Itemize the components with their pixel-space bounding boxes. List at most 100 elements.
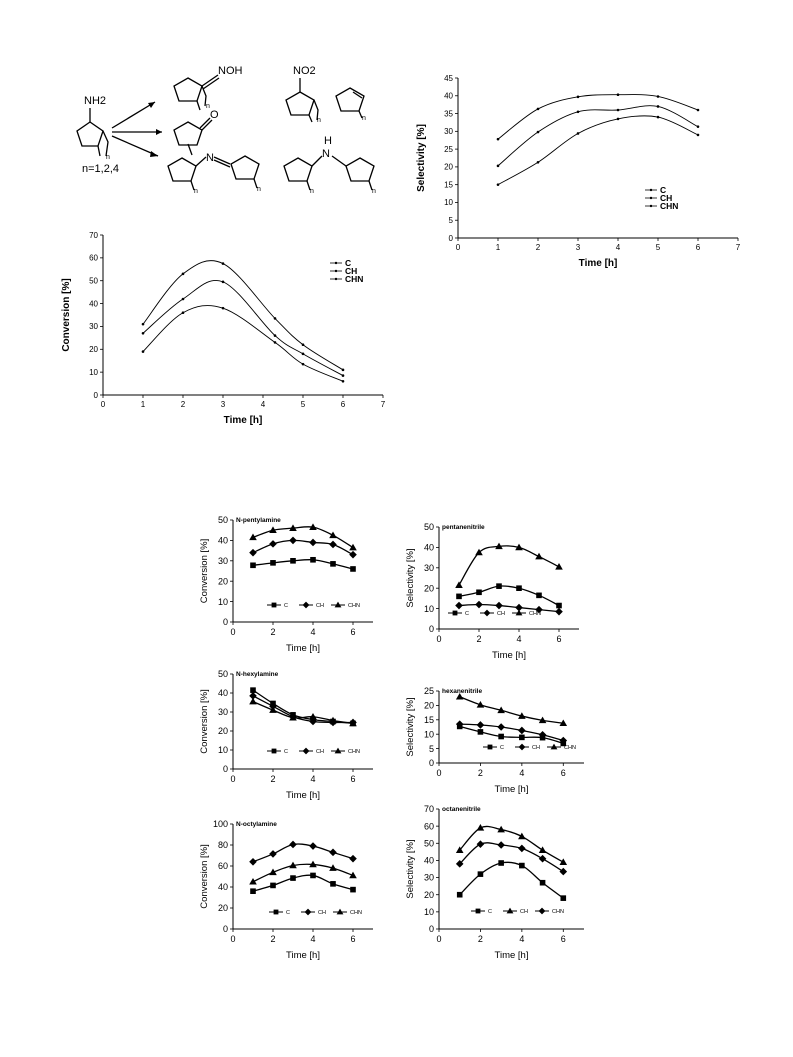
y-tick-label: 40 — [218, 536, 228, 546]
data-point — [455, 581, 463, 588]
legend-marker — [336, 908, 344, 915]
x-axis-label: Time [h] — [286, 950, 320, 961]
y-tick-label: 20 — [424, 583, 434, 593]
data-point — [250, 687, 256, 693]
series-line-chn — [458, 545, 560, 586]
data-point — [289, 840, 297, 849]
y-tick-label: 40 — [89, 299, 98, 308]
subscript-n-2: n — [206, 103, 210, 110]
legend-marker — [271, 602, 277, 608]
y-tick-label: 40 — [424, 856, 434, 866]
data-point — [515, 603, 523, 612]
x-tick-label: 2 — [478, 768, 483, 778]
data-point — [329, 848, 337, 857]
data-point — [181, 297, 185, 301]
legend-label: CHN — [564, 745, 576, 751]
chart-title: N-pentylamine — [236, 517, 281, 524]
y-tick-label: 20 — [218, 576, 228, 586]
data-point — [476, 721, 485, 729]
data-point — [301, 343, 305, 347]
legend-label: CH — [497, 611, 505, 617]
x-tick-label: 6 — [561, 934, 566, 944]
series-line-c — [497, 94, 699, 140]
series-line-chn — [459, 842, 564, 873]
x-tick-label: 7 — [381, 400, 386, 409]
subscript-n-4: n — [257, 186, 261, 193]
data-point — [181, 272, 185, 276]
nitro-label: NO2 — [293, 65, 316, 77]
legend: C CH CHN — [448, 609, 541, 617]
data-point — [249, 533, 257, 541]
legend-label: CH — [316, 603, 324, 609]
legend-marker — [452, 610, 458, 616]
y-tick-label: 0 — [223, 924, 228, 934]
x-tick-label: 2 — [181, 400, 186, 409]
data-point — [269, 702, 277, 711]
x-axis-label: Time [h] — [579, 258, 618, 269]
data-point — [475, 548, 483, 556]
data-point — [518, 832, 526, 840]
data-point — [349, 719, 357, 727]
series-line-chn — [252, 863, 354, 883]
legend-marker — [334, 747, 342, 754]
y-tick-label: 0 — [223, 617, 228, 627]
data-point — [250, 888, 256, 894]
plot-area: 0 10 20 30 40 50 60 70 0 1 2 3 4 5 6 7 Time [h] Conversio… — [61, 231, 386, 426]
data-point — [519, 734, 525, 741]
legend-label: C — [345, 258, 351, 268]
data-point — [249, 548, 257, 557]
legend-label: C — [284, 603, 288, 609]
n-label: n=1,2,4 — [82, 163, 119, 175]
data-point — [696, 125, 700, 129]
series-line-c — [142, 260, 344, 371]
data-point — [341, 374, 345, 377]
legend-marker — [649, 204, 653, 208]
data-point — [329, 716, 337, 724]
legend-label: CHN — [552, 909, 564, 915]
x-tick-label: 6 — [350, 627, 355, 637]
series-line-c — [252, 689, 354, 725]
data-point — [497, 706, 505, 714]
data-point — [656, 95, 660, 98]
y-tick-label: 40 — [444, 92, 453, 101]
data-point — [273, 341, 277, 344]
series-line-c — [458, 585, 560, 607]
y-tick-label: 10 — [424, 729, 434, 739]
y-tick-label: 60 — [89, 254, 98, 263]
data-point — [269, 850, 277, 858]
data-point — [249, 697, 257, 705]
data-point — [616, 117, 620, 121]
y-tick-label: 20 — [218, 726, 228, 736]
data-point — [696, 108, 700, 112]
x-axis-label: Time [h] — [495, 950, 529, 961]
ketone-label: O — [210, 109, 219, 121]
data-point — [310, 872, 316, 879]
x-tick-label: 2 — [478, 934, 483, 944]
series-line-ch — [252, 539, 354, 556]
amine-label: N — [322, 148, 330, 160]
chart-title: pentanenitrile — [442, 524, 485, 531]
data-point — [656, 105, 660, 108]
series-line-chn — [142, 305, 344, 382]
x-tick-label: 4 — [519, 934, 524, 944]
data-point — [273, 334, 277, 337]
legend-marker — [271, 748, 277, 754]
legend: C CH CHN — [267, 601, 360, 609]
y-tick-label: 25 — [424, 686, 434, 696]
data-point — [536, 107, 540, 111]
series-line-c — [252, 874, 354, 892]
data-point — [221, 280, 225, 284]
legend-marker — [334, 269, 338, 273]
y-tick-label: 5 — [429, 744, 434, 754]
y-axis-label: Selectivity [%] — [405, 548, 416, 607]
data-point — [576, 110, 580, 114]
y-tick-label: 10 — [89, 368, 98, 377]
x-tick-label: 1 — [141, 400, 146, 409]
data-point — [576, 132, 580, 135]
legend-label: CH — [345, 266, 357, 276]
data-point — [476, 701, 485, 708]
plot-area: 0 20 40 60 80 100 0 2 4 6 Time [h] Conversion [%] N-… — [199, 819, 373, 961]
pentanenitrile-selectivity-chart: 0 10 20 30 40 50 0 2 4 6 Time [h] Selectivity [%] pe… — [405, 522, 579, 661]
data-point — [559, 858, 568, 865]
